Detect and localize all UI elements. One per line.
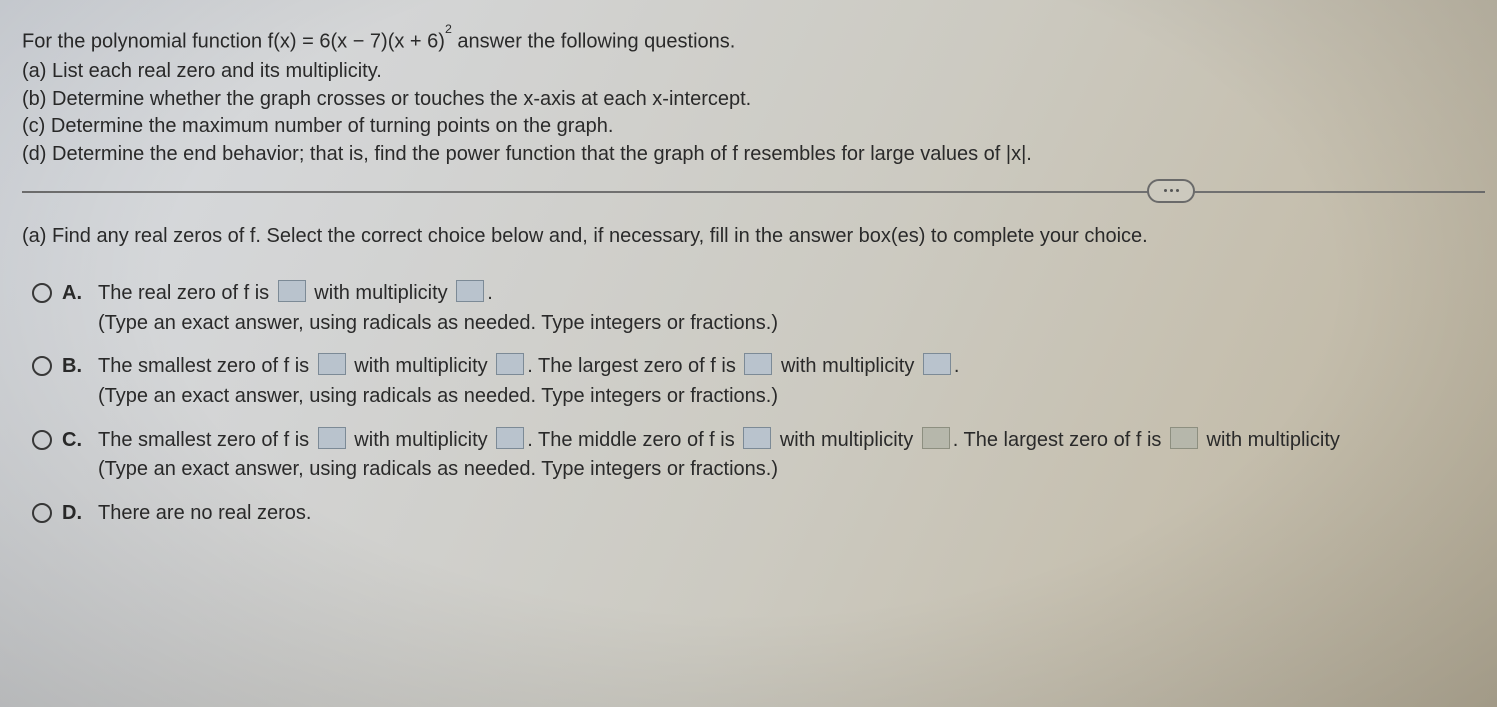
A-blank-2[interactable]	[456, 280, 484, 302]
choice-A-body: The real zero of f is with multiplicity …	[98, 280, 1485, 337]
part-c: (c) Determine the maximum number of turn…	[22, 113, 1485, 141]
C-blank-3[interactable]	[743, 427, 771, 449]
B-blank-1[interactable]	[318, 353, 346, 375]
radio-D[interactable]	[32, 503, 52, 523]
radio-B[interactable]	[32, 356, 52, 376]
choice-D: D. There are no real zeros.	[32, 500, 1485, 530]
C-blank-1[interactable]	[318, 427, 346, 449]
A-t1: The real zero of f is	[98, 282, 275, 304]
A-t3: .	[487, 282, 493, 304]
C-blank-2[interactable]	[496, 427, 524, 449]
A-t2: with multiplicity	[309, 282, 453, 304]
main-text: For the polynomial function f(x) = 6(x −…	[22, 31, 445, 53]
A-blank-1[interactable]	[278, 280, 306, 302]
B-t3: . The largest zero of f is	[527, 355, 741, 377]
part-d-pre: (d) Determine the end behavior; that is,…	[22, 143, 1006, 165]
C-t3: . The middle zero of f is	[527, 429, 740, 451]
part-a: (a) List each real zero and its multipli…	[22, 58, 1485, 86]
C-hint: (Type an exact answer, using radicals as…	[98, 456, 1485, 484]
choices: A. The real zero of f is with multiplici…	[22, 280, 1485, 529]
C-t6: with multiplicity	[1201, 429, 1340, 451]
letter-C: C.	[62, 427, 90, 455]
D-t1: There are no real zeros.	[98, 500, 1485, 528]
C-t5: . The largest zero of f is	[953, 429, 1167, 451]
choice-D-body: There are no real zeros.	[98, 500, 1485, 530]
B-blank-4[interactable]	[923, 353, 951, 375]
B-blank-2[interactable]	[496, 353, 524, 375]
main-after: answer the following questions.	[452, 31, 736, 53]
C-t1: The smallest zero of f is	[98, 429, 315, 451]
C-blank-5[interactable]	[1170, 427, 1198, 449]
problem-statement: For the polynomial function f(x) = 6(x −…	[22, 28, 1485, 169]
divider	[22, 191, 1485, 193]
B-blank-3[interactable]	[744, 353, 772, 375]
C-t2: with multiplicity	[349, 429, 493, 451]
choice-C: C. The smallest zero of f is with multip…	[32, 427, 1485, 484]
B-hint: (Type an exact answer, using radicals as…	[98, 383, 1485, 411]
choice-B-body: The smallest zero of f is with multiplic…	[98, 353, 1485, 410]
letter-D: D.	[62, 500, 90, 528]
letter-B: B.	[62, 353, 90, 381]
choice-A: A. The real zero of f is with multiplici…	[32, 280, 1485, 337]
exponent: 2	[445, 22, 452, 36]
expand-button[interactable]	[1147, 179, 1195, 203]
subquestion-a-prompt: (a) Find any real zeros of f. Select the…	[22, 223, 1485, 251]
abs-x: |x|	[1006, 143, 1026, 165]
letter-A: A.	[62, 280, 90, 308]
radio-A[interactable]	[32, 283, 52, 303]
choice-B: B. The smallest zero of f is with multip…	[32, 353, 1485, 410]
A-hint: (Type an exact answer, using radicals as…	[98, 310, 1485, 338]
B-t2: with multiplicity	[349, 355, 493, 377]
divider-line	[22, 191, 1485, 193]
problem-main: For the polynomial function f(x) = 6(x −…	[22, 28, 1485, 56]
part-d: (d) Determine the end behavior; that is,…	[22, 141, 1485, 169]
B-t4: with multiplicity	[775, 355, 919, 377]
C-blank-4[interactable]	[922, 427, 950, 449]
C-t4: with multiplicity	[774, 429, 918, 451]
B-t5: .	[954, 355, 960, 377]
part-b: (b) Determine whether the graph crosses …	[22, 86, 1485, 114]
radio-C[interactable]	[32, 430, 52, 450]
part-d-post: .	[1026, 143, 1032, 165]
B-t1: The smallest zero of f is	[98, 355, 315, 377]
choice-C-body: The smallest zero of f is with multiplic…	[98, 427, 1485, 484]
